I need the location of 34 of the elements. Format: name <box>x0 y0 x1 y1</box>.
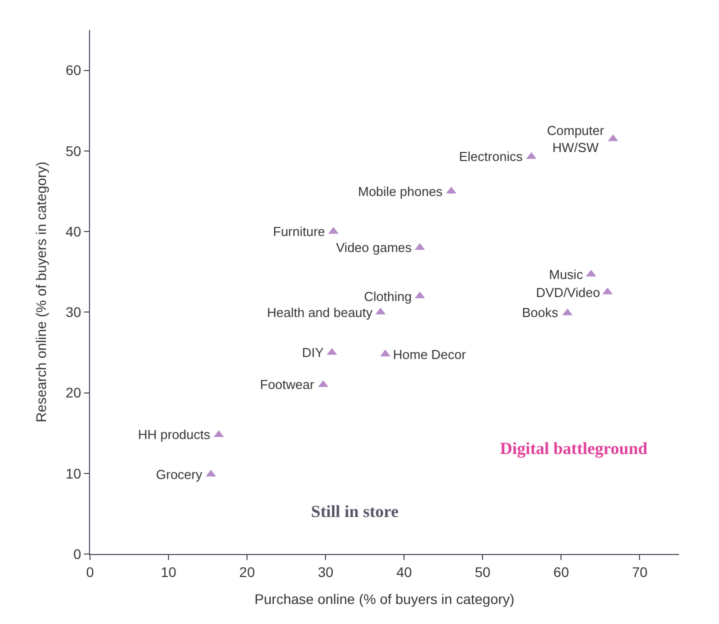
annotation: Furniture <box>273 224 326 239</box>
y-tick-label: 60 <box>66 62 82 78</box>
annotation: DVD/Video <box>536 285 600 300</box>
annotation: Still in store <box>311 502 399 521</box>
annotation: Books <box>522 305 559 320</box>
y-tick-label: 0 <box>73 546 82 562</box>
x-tick-label: 30 <box>318 564 334 580</box>
y-tick-label: 50 <box>66 142 82 159</box>
y-tick-label: 30 <box>66 304 82 320</box>
x-tick-label: 60 <box>553 564 570 580</box>
x-tick-label: 10 <box>160 564 177 580</box>
x-tick-label: 70 <box>632 564 648 580</box>
x-tick-label: 20 <box>239 564 256 580</box>
annotation: Music <box>549 267 584 282</box>
annotation: Electronics <box>459 149 524 164</box>
annotation: Digital battleground <box>500 439 648 458</box>
annotation: Clothing <box>364 289 412 304</box>
x-tick-label: 50 <box>474 564 491 580</box>
x-axis-title: Purchase online (% of buyers in category) <box>254 591 514 608</box>
annotation: Grocery <box>156 467 203 482</box>
y-axis-title: Research online (% of buyers in category) <box>33 162 50 422</box>
y-tick-label: 10 <box>66 465 82 482</box>
y-tick-label: 40 <box>66 223 82 240</box>
y-tick-label: 20 <box>66 384 82 401</box>
x-tick-label: 0 <box>86 564 94 580</box>
annotation: DIY <box>302 345 324 360</box>
annotation: Health and beauty <box>267 305 374 320</box>
annotation: Footwear <box>260 377 315 392</box>
annotation: Mobile phones <box>358 184 444 199</box>
x-tick-label: 40 <box>396 564 412 580</box>
annotation: Video games <box>336 240 412 255</box>
annotation: Home Decor <box>393 347 467 362</box>
annotation: Computer HW/SW <box>547 123 605 155</box>
annotation: HH products <box>138 427 211 442</box>
